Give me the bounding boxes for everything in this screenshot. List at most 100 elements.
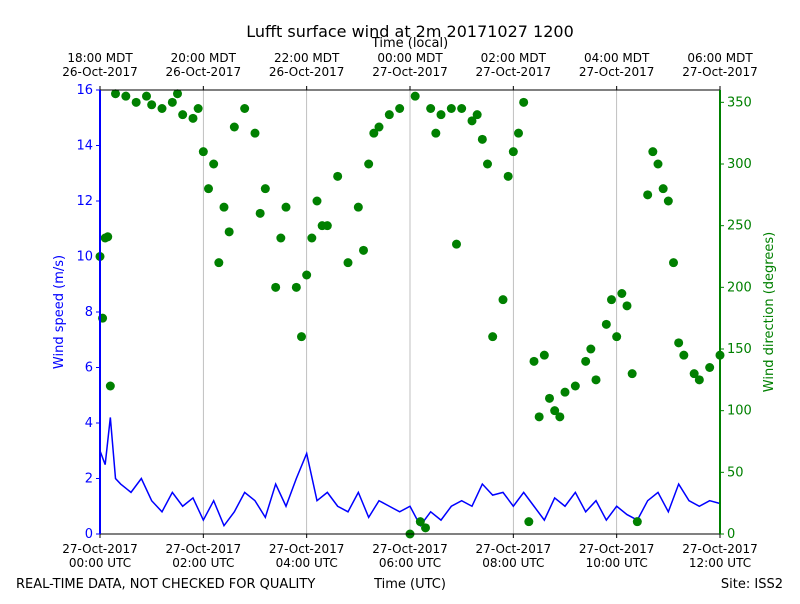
x-tick-label: 27-Oct-2017 08:00 UTC bbox=[476, 542, 552, 570]
speed-line bbox=[99, 417, 721, 528]
direction-point bbox=[312, 196, 322, 206]
y2-tick-label: 300 bbox=[727, 157, 752, 172]
direction-point bbox=[147, 100, 157, 110]
direction-point bbox=[395, 104, 405, 113]
direction-point bbox=[276, 233, 286, 243]
direction-point bbox=[607, 295, 616, 305]
direction-point bbox=[457, 104, 467, 113]
direction-point bbox=[204, 184, 213, 194]
direction-point bbox=[214, 258, 224, 268]
x-tick-label: 27-Oct-2017 04:00 UTC bbox=[269, 542, 345, 570]
direction-point bbox=[198, 147, 208, 157]
y-tick-label: 2 bbox=[85, 472, 93, 487]
direction-point bbox=[653, 159, 663, 169]
direction-point bbox=[514, 128, 523, 138]
y2-tick-label: 350 bbox=[727, 95, 752, 110]
direction-point bbox=[643, 190, 653, 200]
y2-axis-title: Wind direction (degrees) bbox=[762, 232, 777, 392]
x-tick-label: 27-Oct-2017 10:00 UTC bbox=[579, 542, 655, 570]
direction-point bbox=[111, 89, 120, 99]
direction-point bbox=[601, 319, 611, 329]
direction-point bbox=[333, 171, 343, 181]
direction-point bbox=[539, 350, 549, 360]
direction-point bbox=[260, 184, 270, 194]
direction-point bbox=[369, 128, 379, 138]
direction-point bbox=[555, 412, 565, 422]
direction-point bbox=[431, 128, 441, 138]
direction-point bbox=[229, 122, 239, 132]
direction-point bbox=[503, 171, 513, 181]
direction-point bbox=[679, 350, 689, 360]
direction-point bbox=[560, 387, 570, 397]
direction-point bbox=[291, 282, 301, 292]
y2-tick-label: 150 bbox=[727, 342, 752, 357]
direction-point bbox=[658, 184, 668, 194]
y2-tick-label: 100 bbox=[727, 404, 752, 419]
footer-left: REAL-TIME DATA, NOT CHECKED FOR QUALITY bbox=[16, 577, 315, 592]
direction-point bbox=[524, 517, 534, 527]
direction-point bbox=[477, 134, 487, 144]
direction-point bbox=[632, 517, 642, 527]
y-tick-label: 4 bbox=[85, 416, 93, 431]
direction-point bbox=[302, 270, 312, 280]
x-tick-label: 27-Oct-2017 00:00 UTC bbox=[62, 542, 138, 570]
direction-point bbox=[209, 159, 219, 169]
direction-point bbox=[472, 110, 482, 120]
direction-point bbox=[617, 289, 627, 298]
direction-point bbox=[142, 91, 151, 101]
direction-point bbox=[167, 97, 177, 107]
direction-point bbox=[178, 110, 188, 120]
direction-point bbox=[250, 128, 260, 138]
direction-point bbox=[488, 332, 498, 342]
direction-point bbox=[421, 523, 430, 533]
direction-point bbox=[674, 338, 684, 348]
direction-point bbox=[297, 332, 306, 342]
direction-point bbox=[322, 221, 332, 231]
y-tick-label: 14 bbox=[76, 139, 93, 154]
direction-point bbox=[121, 91, 131, 101]
direction-point bbox=[415, 517, 425, 527]
direction-point bbox=[384, 110, 394, 120]
direction-point bbox=[436, 110, 446, 120]
direction-point bbox=[157, 104, 167, 113]
direction-point bbox=[224, 227, 234, 237]
direction-point bbox=[519, 97, 529, 107]
footer-right: Site: ISS2 bbox=[721, 577, 783, 592]
direction-point bbox=[103, 232, 113, 242]
direction-point bbox=[353, 202, 363, 212]
direction-point bbox=[648, 147, 658, 157]
direction-point bbox=[255, 208, 265, 218]
direction-point bbox=[364, 159, 374, 169]
direction-point bbox=[612, 332, 622, 342]
direction-point bbox=[622, 301, 632, 311]
direction-point bbox=[483, 159, 492, 169]
x2-tick-label: 02:00 MDT 27-Oct-2017 bbox=[476, 51, 552, 79]
chart-title: Lufft surface wind at 2m 20171027 1200 bbox=[246, 22, 574, 41]
direction-point bbox=[705, 363, 715, 372]
y-tick-label: 16 bbox=[76, 83, 93, 98]
x-tick-label: 27-Oct-2017 06:00 UTC bbox=[372, 542, 448, 570]
y2-tick-label: 200 bbox=[727, 280, 752, 295]
y-tick-label: 0 bbox=[85, 527, 93, 542]
direction-point bbox=[663, 196, 673, 206]
y-axis-title: Wind speed (m/s) bbox=[52, 255, 67, 369]
direction-point bbox=[374, 122, 384, 132]
x2-tick-label: 22:00 MDT 26-Oct-2017 bbox=[269, 51, 345, 79]
direction-point bbox=[689, 369, 699, 379]
x2-tick-label: 20:00 MDT 26-Oct-2017 bbox=[166, 51, 242, 79]
y-tick-label: 8 bbox=[85, 305, 93, 320]
y2-tick-label: 250 bbox=[727, 219, 752, 234]
y-tick-label: 12 bbox=[76, 194, 93, 209]
direction-point bbox=[426, 104, 436, 113]
y-tick-label: 6 bbox=[85, 361, 93, 376]
direction-point bbox=[591, 375, 601, 385]
direction-point bbox=[188, 113, 198, 123]
direction-point bbox=[550, 406, 560, 416]
direction-point bbox=[131, 97, 141, 107]
direction-point bbox=[307, 233, 317, 243]
direction-point bbox=[410, 91, 420, 101]
direction-point bbox=[281, 202, 291, 212]
direction-point bbox=[669, 258, 678, 268]
direction-point bbox=[193, 104, 203, 113]
